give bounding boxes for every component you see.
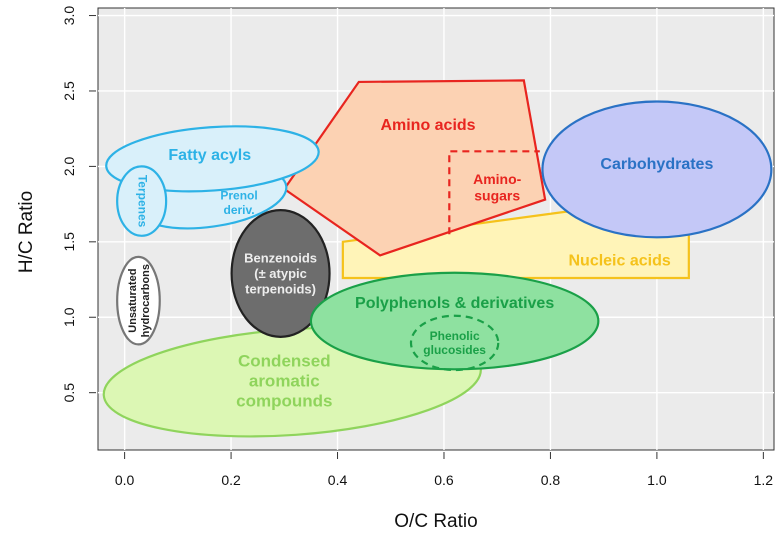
region-label-fatty-acyls-0: Fatty acyls — [168, 147, 251, 164]
region-label-unsaturated-hydrocarbons-1: hydrocarbons — [140, 264, 152, 337]
y-tick-label-4: 2.5 — [61, 81, 77, 101]
region-carbohydrates — [541, 100, 773, 239]
label-group-amino-sugars: Amino-sugars — [473, 171, 522, 204]
y-tick-label-1: 1.0 — [61, 307, 77, 327]
region-label-amino-sugars-1: sugars — [474, 188, 520, 204]
label-group-unsaturated-hydrocarbons: Unsaturated hydrocarbons — [127, 264, 152, 337]
region-phenolic-glucosides — [409, 314, 500, 372]
label-group-nucleic-acids: Nucleic acids — [568, 253, 670, 270]
label-group-carbohydrates: Carbohydrates — [600, 156, 713, 173]
label-group-amino-acids: Amino acids — [380, 117, 475, 134]
y-tick-label-0: 0.5 — [61, 383, 77, 403]
regions — [102, 79, 773, 438]
y-tick-label-5: 3.0 — [61, 6, 77, 26]
region-amino-sugars — [448, 150, 540, 235]
x-tick-label-5: 1.0 — [647, 472, 667, 488]
region-label-prenol-deriv-1: deriv. — [223, 203, 254, 217]
region-terpenes — [116, 165, 168, 237]
x-axis-title: O/C Ratio — [394, 511, 477, 532]
region-label-condensed-aromatic-2: compounds — [236, 392, 332, 411]
region-amino-acids — [282, 79, 547, 257]
region-label-amino-acids-0: Amino acids — [380, 117, 475, 134]
label-group-fatty-acyls: Fatty acyls — [168, 147, 251, 164]
y-axis-title: H/C Ratio — [16, 191, 37, 273]
axes: 0.0 0.2 0.4 0.6 0.8 1.0 1.2 0.5 1.0 1.5 2.0 2.5 3.0 — [61, 6, 773, 488]
region-polyphenols — [309, 271, 600, 371]
region-label-amino-sugars-0: Amino- — [473, 171, 522, 187]
region-label-phenolic-glucosides-1: glucosides — [423, 343, 486, 357]
region-unsaturated-hydrocarbons — [116, 255, 161, 346]
region-label-benzenoids-1: (± atypic — [254, 266, 307, 281]
region-label-benzenoids-2: terpenoids) — [245, 281, 316, 296]
region-label-unsaturated-hydrocarbons-0: Unsaturated — [127, 269, 139, 333]
x-tick-label-1: 0.2 — [221, 472, 241, 488]
region-label-terpenes-0: Terpenes — [136, 175, 150, 228]
y-tick-label-3: 2.0 — [61, 156, 77, 176]
x-tick-label-0: 0.0 — [115, 472, 135, 488]
region-label-condensed-aromatic-1: aromatic — [249, 372, 320, 391]
region-label-phenolic-glucosides-0: Phenolic — [430, 329, 480, 343]
x-tick-label-4: 0.8 — [541, 472, 561, 488]
region-label-condensed-aromatic-0: Condensed — [238, 351, 331, 370]
region-label-polyphenols-0: Polyphenols & derivatives — [355, 295, 554, 312]
region-benzenoids — [230, 209, 331, 338]
region-label-carbohydrates-0: Carbohydrates — [600, 156, 713, 173]
x-tick-label-3: 0.6 — [434, 472, 454, 488]
region-label-benzenoids-0: Benzenoids — [244, 251, 317, 266]
label-group-terpenes: Terpenes — [136, 175, 150, 228]
y-tick-label-2: 1.5 — [61, 232, 77, 252]
label-group-polyphenols: Polyphenols & derivatives — [355, 295, 554, 312]
x-tick-label-6: 1.2 — [754, 472, 774, 488]
region-fatty-acyls — [105, 125, 320, 193]
x-tick-label-2: 0.4 — [328, 472, 348, 488]
region-label-prenol-deriv-0: Prenol — [220, 189, 257, 203]
region-label-nucleic-acids-0: Nucleic acids — [568, 253, 670, 270]
